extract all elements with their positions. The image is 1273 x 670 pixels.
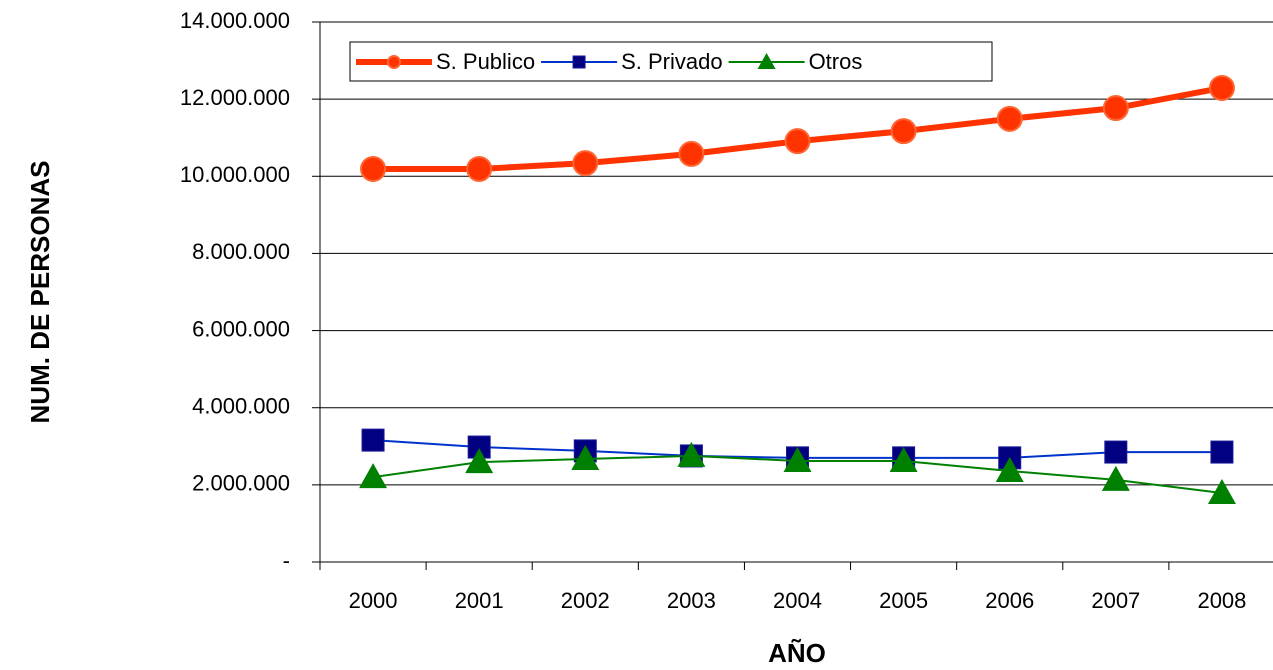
legend-label: S. Privado: [621, 49, 723, 74]
y-tick-label: 12.000.000: [180, 85, 290, 110]
data-point: [1207, 478, 1236, 504]
data-point: [890, 118, 917, 145]
legend-label: S. Publico: [436, 49, 535, 74]
data-point: [1210, 440, 1234, 464]
data-point: [360, 155, 387, 182]
y-tick-label: -: [283, 548, 290, 573]
data-point: [995, 456, 1024, 482]
x-tick-label: 2001: [455, 588, 504, 613]
x-tick-label: 2004: [773, 588, 822, 613]
y-tick-label: 4.000.000: [192, 394, 290, 419]
data-point: [996, 105, 1023, 132]
x-tick-label: 2002: [561, 588, 610, 613]
x-tick-label: 2003: [667, 588, 716, 613]
data-point: [1101, 465, 1130, 491]
data-point: [1104, 440, 1128, 464]
y-tick-label: 6.000.000: [192, 316, 290, 341]
legend-label: Otros: [809, 49, 863, 74]
legend-box: [349, 41, 993, 82]
y-tick-label: 14.000.000: [180, 8, 290, 33]
legend-marker: [757, 53, 776, 69]
y-tick-label: 10.000.000: [180, 162, 290, 187]
data-point: [784, 128, 811, 155]
data-point: [1208, 74, 1235, 101]
x-tick-label: 2005: [879, 588, 928, 613]
legend-marker: [572, 55, 586, 69]
data-point: [361, 428, 385, 452]
data-point: [783, 446, 812, 472]
data-point: [359, 463, 388, 489]
x-tick-label: 2007: [1091, 588, 1140, 613]
x-tick-label: 2008: [1197, 588, 1246, 613]
data-point: [572, 150, 599, 177]
data-point: [1102, 95, 1129, 122]
y-axis-title: NUM. DE PERSONAS: [25, 161, 55, 424]
x-axis-title: AÑO: [768, 638, 826, 668]
data-point: [889, 446, 918, 472]
data-point: [678, 140, 705, 167]
x-tick-label: 2006: [985, 588, 1034, 613]
y-tick-label: 2.000.000: [192, 471, 290, 496]
x-tick-label: 2000: [349, 588, 398, 613]
data-point: [677, 441, 706, 467]
data-point: [571, 445, 600, 471]
data-point: [466, 155, 493, 182]
data-point: [465, 448, 494, 474]
y-tick-label: 8.000.000: [192, 239, 290, 264]
legend-marker: [387, 55, 401, 69]
